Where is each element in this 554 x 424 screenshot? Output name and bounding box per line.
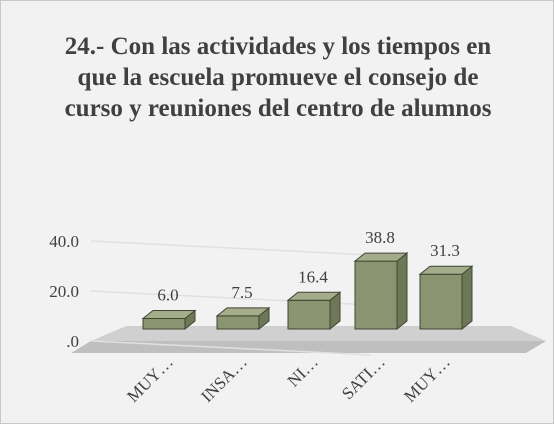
- x-tick-label: NI…: [284, 352, 322, 390]
- bar-top: [141, 310, 197, 319]
- bar-front: [142, 318, 186, 330]
- data-label: 16.4: [298, 267, 328, 286]
- bar-front: [216, 315, 260, 330]
- grid-line: [90, 240, 372, 256]
- x-tick-label: MUY…: [123, 352, 177, 406]
- data-label: 7.5: [231, 283, 252, 302]
- bar-side: [396, 252, 408, 331]
- bar-top: [215, 307, 271, 317]
- bar-front: [287, 299, 331, 330]
- bar: [286, 291, 342, 331]
- grid-line: [90, 340, 372, 356]
- y-tick-label: 20.0: [49, 282, 79, 301]
- bar: [353, 252, 409, 331]
- y-tick-label: 40.0: [49, 232, 79, 251]
- data-label: 38.8: [365, 228, 395, 247]
- y-tick-label: .0: [66, 332, 79, 351]
- x-tick-label: INSA…: [197, 352, 251, 406]
- bar-top: [418, 265, 474, 275]
- data-label: 6.0: [157, 286, 178, 305]
- bar-top: [286, 291, 342, 301]
- bar-front: [419, 273, 463, 330]
- bar: [418, 265, 474, 331]
- data-label: 31.3: [430, 241, 460, 260]
- floor-front: [71, 341, 546, 353]
- bar: [215, 306, 271, 331]
- bar-front: [354, 260, 398, 330]
- floor: [91, 326, 546, 341]
- bar: [141, 309, 197, 331]
- x-tick-label: SATI…: [338, 352, 389, 403]
- x-tick-label: MUY…: [400, 352, 454, 406]
- chart-title: 24.- Con las actividades y los tiempos e…: [64, 33, 492, 122]
- bar-top: [353, 252, 409, 262]
- bar-side: [461, 265, 473, 331]
